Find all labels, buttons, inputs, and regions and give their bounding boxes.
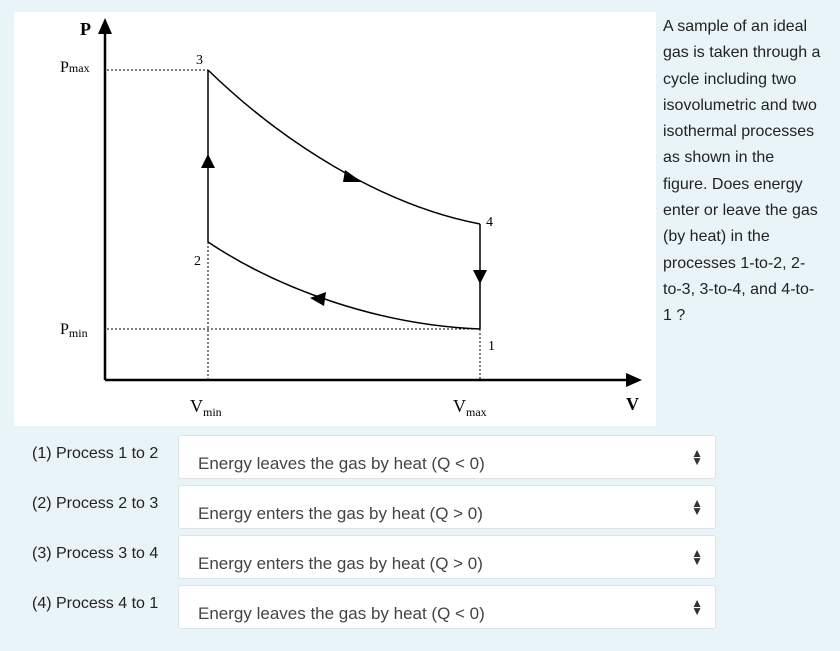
pmax-label: Pmax: [60, 59, 90, 76]
pv-diagram: P V Pmax Pmin Vmin Vmax 1 2 3 4: [14, 12, 656, 426]
vmax-label: Vmax: [453, 396, 487, 419]
pmin-label: Pmin: [60, 321, 88, 340]
point-label: 2: [194, 254, 201, 269]
v-label: V: [626, 394, 639, 414]
row-label: (1) Process 1 to 2: [32, 445, 159, 462]
vmin-label: Vmin: [190, 396, 222, 419]
answer-select[interactable]: Energy enters the gas by heat (Q > 0) ▲ ▼: [178, 485, 716, 529]
process-1-2: [207, 241, 481, 330]
select-value: Energy leaves the gas by heat (Q < 0): [198, 604, 485, 623]
guides: [107, 69, 481, 380]
select-value: Energy enters the gas by heat (Q > 0): [198, 554, 483, 573]
select-icon: ▲ ▼: [691, 546, 703, 568]
process-3-4: [207, 69, 481, 225]
select-icon: ▲ ▼: [691, 596, 703, 618]
row-label: (4) Process 4 to 1: [32, 595, 159, 612]
arrows: [98, 18, 642, 387]
select-icon: ▲ ▼: [691, 446, 703, 468]
point-label: 3: [196, 53, 203, 68]
point-label: 1: [488, 339, 495, 354]
answer-select[interactable]: Energy leaves the gas by heat (Q < 0) ▲ ▼: [178, 585, 716, 629]
p-label: P: [80, 19, 91, 39]
row-label: (2) Process 2 to 3: [32, 495, 159, 512]
row-label: (3) Process 3 to 4: [32, 545, 159, 562]
select-icon: ▲ ▼: [691, 496, 703, 518]
answer-select[interactable]: Energy enters the gas by heat (Q > 0) ▲ ▼: [178, 535, 716, 579]
select-value: Energy enters the gas by heat (Q > 0): [198, 504, 483, 523]
select-value: Energy leaves the gas by heat (Q < 0): [198, 454, 485, 473]
point-label: 4: [486, 215, 493, 230]
figure-bg: [14, 12, 656, 426]
question: A sample of an ideal gas is taken throug…: [663, 18, 821, 325]
answer-select[interactable]: Energy leaves the gas by heat (Q < 0) ▲ ▼: [178, 435, 716, 479]
